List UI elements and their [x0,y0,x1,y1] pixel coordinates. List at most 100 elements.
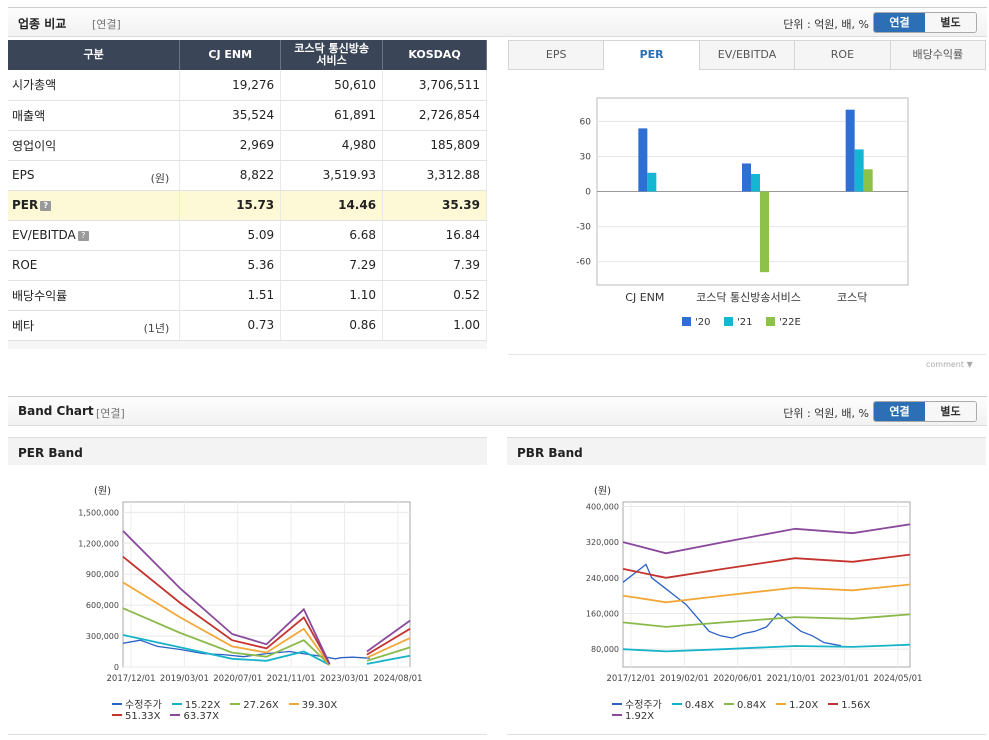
industry-toggle[interactable]: 연결 별도 [873,12,977,33]
legend-label: '21 [737,317,752,328]
table-cell: 185,809 [382,130,487,161]
tab-roe[interactable]: ROE [795,40,891,70]
legend-item: 수정주가 [612,696,662,711]
legend-swatch [682,317,691,326]
table-cell: 4,980 [280,130,384,161]
legend-label: 1.92X [625,711,655,722]
x-tick-label: 2024/08/01 [373,674,422,684]
y-tick-label: 400,000 [586,502,619,511]
per-band-legend: 수정주가 15.22X 27.26X 39.30X 51.33X 63.37X [112,696,392,722]
table-cell: 50,610 [280,70,384,101]
y-tick-label: 900,000 [86,570,119,579]
legend-item: 15.22X [171,700,221,711]
legend-swatch [671,703,682,705]
table-header: 코스닥 통신방송 서비스 [280,40,384,70]
row-label: 베타 (1년) [8,310,181,341]
legend-label: '22E [779,317,801,328]
legend-item: 수정주가 [112,696,162,711]
bar [854,149,864,192]
bar [647,172,657,192]
legend-item: 0.84X [723,700,766,711]
tab-eps[interactable]: EPS [508,40,605,70]
table-row: 베타 (1년) 0.73 0.86 1.00 [8,310,487,341]
table-row: 시가총액 19,276 50,610 3,706,511 [8,70,487,101]
tab-per[interactable]: PER [604,40,700,70]
table-cell: 0.52 [382,280,487,311]
legend-swatch [112,714,122,716]
comment-toggle[interactable]: comment ▼ [926,360,973,369]
x-tick-label: 2021/10/01 [767,674,816,684]
table-cell: 8,822 [179,160,282,191]
band-toggle[interactable]: 연결 별도 [873,401,977,422]
table-row: EV/EBITDA? 5.09 6.68 16.84 [8,220,487,251]
x-tick-label: 코스닥 통신방송서비스 [696,291,801,304]
row-label: 배당수익률 [8,280,181,311]
legend-swatch [612,703,622,705]
bar [845,109,855,192]
series-line [122,634,411,666]
row-label-text: 영업이익 [12,138,57,153]
divider [8,734,487,735]
comparison-table: 구분 CJ ENM 코스닥 통신방송 서비스 KOSDAQ 시가총액 19,276 5… [8,40,487,341]
table-cell: 61,891 [280,100,384,131]
y-tick-label: 60 [580,117,592,127]
tab-ev-ebitda[interactable]: EV/EBITDA [699,40,796,70]
y-tick-label: -30 [576,223,591,233]
series-line [622,583,911,604]
legend-item: 39.30X [288,700,337,711]
y-tick-label: 0 [585,188,591,198]
band-unit: 단위 : 억원, 배, % [783,407,869,420]
table-cell: 14.46 [280,190,384,221]
legend-label: 63.37X [183,711,219,722]
pbr-band-legend: 수정주가 0.48X 0.84X 1.20X 1.56X 1.92X [612,696,892,722]
table-cell: 35,524 [179,100,282,131]
x-tick-label: CJ ENM [625,291,664,304]
table-cell: 2,726,854 [382,100,487,131]
table-cell: 16.84 [382,220,487,251]
y-tick-label: 80,000 [591,645,619,654]
table-header: 구분 [8,40,181,70]
pbr-band-title: PBR Band [507,437,986,465]
table-cell: 3,312.88 [382,160,487,191]
row-label-text: 시가총액 [12,78,57,93]
separate-button[interactable]: 별도 [925,13,976,32]
band-tag: [연결] [96,407,125,420]
tab-dividend-yield[interactable]: 배당수익률 [890,40,987,70]
table-row: 배당수익률 1.51 1.10 0.52 [8,280,487,311]
row-label: 시가총액 [8,70,181,101]
help-icon[interactable]: ? [77,231,89,241]
legend-swatch [112,703,122,705]
per-band-title: PER Band [8,437,487,465]
x-tick-label: 2023/01/01 [820,674,869,684]
help-icon[interactable]: ? [40,201,52,211]
legend-item: 1.20X [776,700,818,711]
legend-label: 1.56X [841,700,871,711]
row-label-text: 배당수익률 [12,288,68,303]
series-line [622,613,911,628]
table-cell: 15.73 [179,190,282,221]
table-row: ROE 5.36 7.29 7.39 [8,250,487,281]
legend-label: 51.33X [125,711,161,722]
table-cell: 7.29 [280,250,384,281]
legend-item: 1.56X [828,700,870,711]
series-line [622,553,911,579]
row-label-text: 베타 [12,318,35,333]
separate-button[interactable]: 별도 [925,402,976,421]
y-tick-label: 30 [580,152,592,162]
series-line [122,639,370,660]
legend-label: 수정주가 [125,700,162,711]
y-tick-label: 320,000 [586,538,619,547]
bar [760,191,769,273]
row-label-text: ROE [12,258,38,272]
consolidated-button[interactable]: 연결 [874,13,925,32]
legend-swatch [170,714,181,716]
metric-tabs: EPS PER EV/EBITDA ROE 배당수익률 [508,40,987,70]
consolidated-button[interactable]: 연결 [874,402,925,421]
legend-swatch [723,703,734,705]
chevron-down-icon: ▼ [966,360,973,369]
series-line [622,563,842,647]
table-row: 매출액 35,524 61,891 2,726,854 [8,100,487,131]
legend-label: 15.22X [184,700,221,711]
series-line [122,530,411,665]
per-band-chart: (원) 1,500,000 1,200,000 900,000 600,000 300,0… [78,485,422,684]
